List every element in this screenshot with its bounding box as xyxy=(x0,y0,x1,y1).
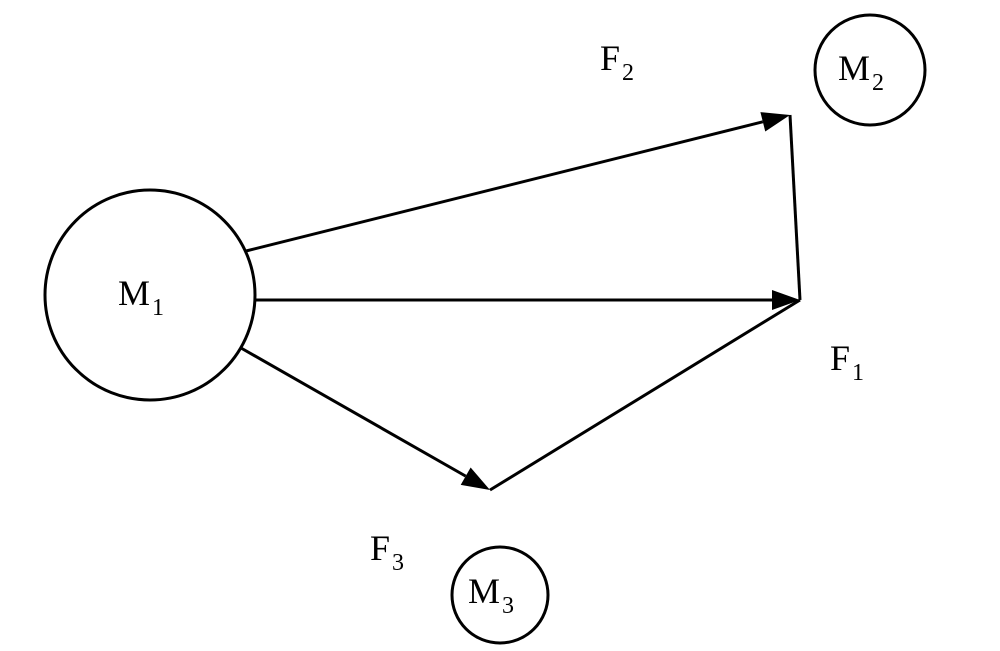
edge-F2 xyxy=(246,112,790,251)
connector-line-0 xyxy=(790,115,800,300)
edge-F1-label: F1 xyxy=(830,338,864,386)
edge-F3-label: F3 xyxy=(370,528,404,576)
edge-F2-label: F2 xyxy=(600,38,634,86)
edge-F3 xyxy=(241,348,490,490)
node-M3-label: M3 xyxy=(468,571,514,619)
edge-F1 xyxy=(256,290,800,310)
force-diagram: M1 M2 M3 F2 F1 F3 xyxy=(0,0,1000,651)
node-M2-label: M2 xyxy=(838,48,884,96)
node-M1-label: M1 xyxy=(118,273,164,321)
connector-line-1 xyxy=(490,300,800,490)
arrowhead-icon xyxy=(461,467,490,490)
arrowhead-icon xyxy=(760,112,790,131)
